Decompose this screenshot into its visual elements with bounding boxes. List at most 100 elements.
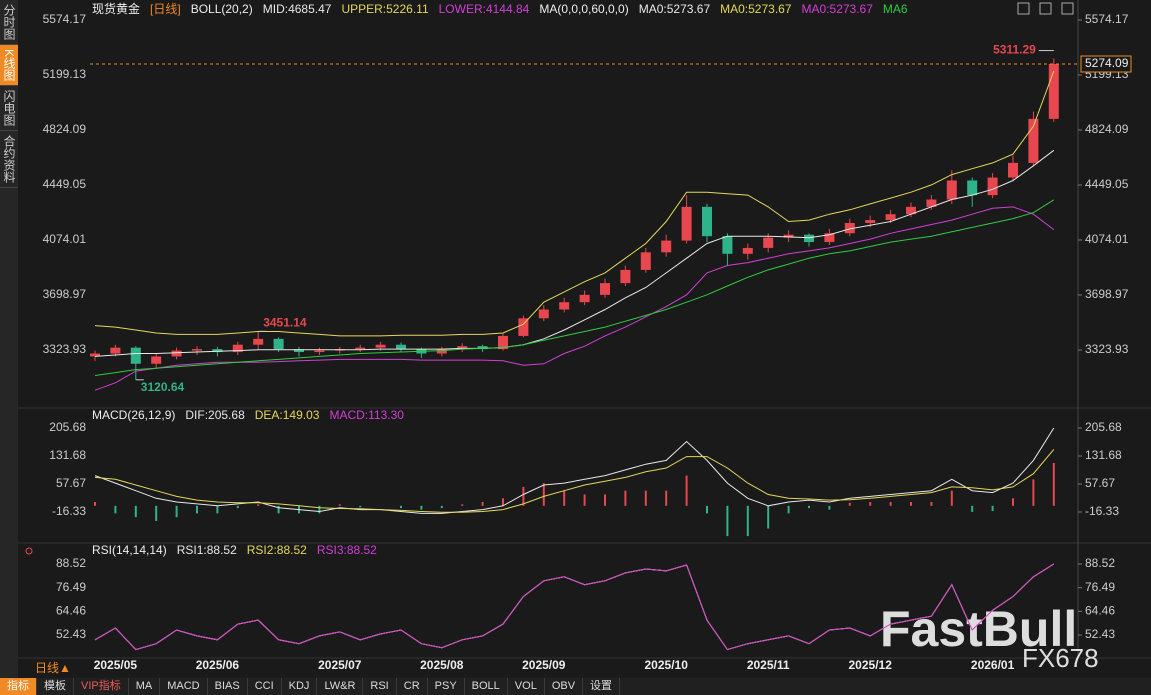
x-tick-label: 2025/06	[196, 658, 240, 672]
legend-entry: DEA:149.03	[255, 408, 320, 422]
y-tick-label: 76.49	[1085, 580, 1115, 594]
icon[interactable]	[1039, 2, 1052, 15]
candle-body	[600, 283, 610, 295]
y-tick-label: 64.46	[1085, 604, 1115, 618]
legend-entry: MACD:113.30	[329, 408, 404, 422]
legend-entry: MA0:5273.67	[720, 2, 792, 16]
y-tick-label: -16.33	[52, 504, 86, 518]
y-tick-label: 4074.01	[43, 232, 87, 246]
icon[interactable]	[25, 547, 33, 555]
legend-entry: MA6	[883, 2, 908, 16]
x-tick-label: 2025/09	[522, 658, 566, 672]
legend-entry: [日线]	[150, 2, 181, 16]
sidebar-tab[interactable]: 分时图	[0, 0, 18, 45]
y-tick-label: 131.68	[1085, 448, 1122, 462]
legend-entry: MA0:5273.67	[802, 2, 874, 16]
toolbar-item[interactable]: 设置	[583, 678, 621, 695]
legend-entry: RSI2:88.52	[247, 543, 307, 557]
y-tick-label: 57.67	[56, 476, 86, 490]
toolbar-item[interactable]: MACD	[160, 678, 208, 695]
background	[18, 0, 1151, 678]
toolbar-item[interactable]: RSI	[363, 678, 397, 695]
candle-body	[477, 346, 488, 350]
candle-body	[1028, 118, 1039, 163]
x-tick-label: 2026/01	[971, 658, 1015, 672]
legend-entry: UPPER:5226.11	[341, 2, 428, 16]
toolbar-item[interactable]: KDJ	[282, 678, 318, 695]
x-tick-label: 2025/12	[849, 658, 893, 672]
y-tick-label: 64.46	[56, 604, 86, 618]
candle-body	[722, 236, 733, 254]
candle-body	[518, 318, 529, 336]
y-tick-label: 131.68	[49, 448, 86, 462]
toolbar-item[interactable]: OBV	[545, 678, 584, 695]
candle-body	[824, 233, 835, 243]
toolbar-item[interactable]: CCI	[248, 678, 282, 695]
candle-body	[212, 349, 223, 353]
candle-body	[885, 214, 896, 221]
legend-entry: MID:4685.47	[263, 2, 332, 16]
period-label[interactable]: 日线▲	[35, 661, 71, 675]
candle-body	[294, 349, 304, 353]
y-tick-label: 88.52	[1085, 556, 1115, 570]
candle-body	[967, 180, 978, 196]
y-tick-label: 4074.01	[1085, 232, 1129, 246]
toolbar-item[interactable]: BOLL	[465, 678, 508, 695]
toolbar: 指标 模板 VIP指标 MA MACD BIAS CCI KDJ LW&R RSI CR PSY BOL…	[0, 678, 1151, 695]
candle-body	[926, 199, 937, 207]
y-tick-label: 3698.97	[43, 287, 87, 301]
candle-body	[783, 234, 794, 238]
legend-entry: DIF:205.68	[185, 408, 245, 422]
y-tick-label: 76.49	[56, 580, 86, 594]
candle-body	[681, 206, 692, 241]
line	[94, 149, 1055, 357]
candle-body	[946, 180, 957, 200]
candle-body	[253, 338, 264, 345]
toolbar-item[interactable]: VOL	[508, 678, 545, 695]
legend-entry: MA0:5273.67	[639, 2, 711, 16]
toolbar-item[interactable]: 模板	[37, 678, 74, 695]
window-icons[interactable]	[1017, 2, 1074, 15]
line	[94, 70, 1055, 337]
toolbar-item[interactable]: CR	[397, 678, 428, 695]
legend-entry: MACD(26,12,9)	[92, 408, 175, 422]
toolbar-item[interactable]: LW&R	[317, 678, 364, 695]
candle-body	[130, 347, 141, 364]
y-tick-label: 5199.13	[43, 67, 87, 81]
toolbar-item[interactable]: MA	[129, 678, 161, 695]
legend-entry: RSI3:88.52	[317, 543, 377, 557]
toolbar-item[interactable]: VIP指标	[74, 678, 129, 695]
candle-body	[702, 206, 712, 237]
candle-body	[232, 344, 243, 353]
y-tick-label: 205.68	[1085, 420, 1122, 434]
y-tick-label: 3323.93	[1085, 342, 1129, 356]
watermark: FastBull	[880, 601, 1077, 657]
icon[interactable]	[1017, 2, 1030, 15]
toolbar-item[interactable]: BIAS	[208, 678, 248, 695]
y-tick-label: 3698.97	[1085, 287, 1129, 301]
y-tick-label: 205.68	[49, 420, 86, 434]
candle-body	[742, 247, 753, 254]
toolbar-item[interactable]: PSY	[428, 678, 465, 695]
y-tick-label: 4449.05	[43, 177, 87, 191]
last-price-label: 5274.09	[1085, 56, 1129, 70]
annotation: 3451.14	[263, 316, 307, 330]
candle-body	[90, 353, 100, 357]
last-price-box	[1080, 55, 1132, 73]
sidebar-tab[interactable]: K线图	[0, 45, 18, 87]
sidebar-tab[interactable]: 合约资料	[0, 131, 18, 189]
legend-entry: MA(0,0,0,60,0,0)	[539, 2, 628, 16]
candle-body	[192, 349, 202, 351]
candle-body	[355, 347, 366, 350]
candle-body	[273, 338, 284, 350]
candle-body	[375, 344, 386, 348]
icon[interactable]	[1061, 2, 1074, 15]
sidebar-tab[interactable]: 闪电图	[0, 86, 18, 132]
candle-body	[314, 350, 325, 353]
y-tick-label: -16.33	[1085, 504, 1119, 518]
candle-body	[640, 252, 651, 270]
legend-entry: BOLL(20,2)	[191, 2, 253, 16]
toolbar-item[interactable]: 指标	[0, 678, 37, 695]
candle-body	[498, 335, 508, 350]
